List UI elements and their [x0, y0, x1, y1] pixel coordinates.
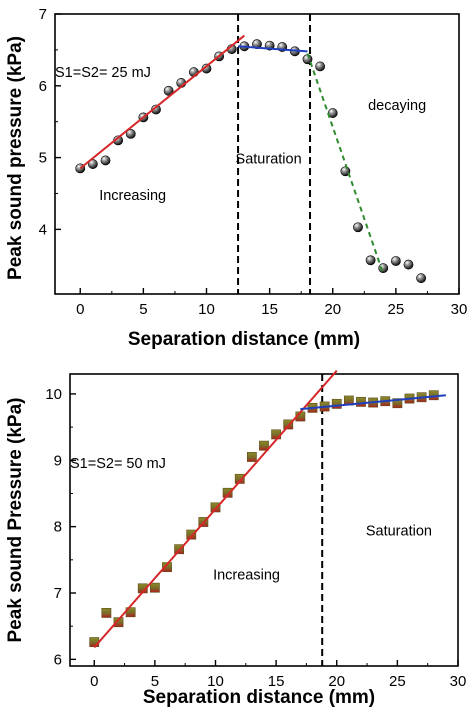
chart-bottom-fit-line [93, 370, 338, 649]
chart-top-xtick-label: 30 [451, 301, 468, 318]
chart-bottom-label: S1=S2= 50 mJ [70, 456, 166, 472]
chart-bottom-data-point [259, 440, 269, 451]
chart-bottom-ytick-label: 7 [54, 585, 62, 602]
chart-top-xtick-label: 5 [139, 301, 147, 318]
chart-bottom-data-point [101, 608, 112, 618]
chart-bottom-ytick-label: 8 [54, 519, 62, 536]
chart-top-label-text: S1=S2= 25 mJ [55, 65, 151, 81]
chart-bottom-saturation-label: Saturation [366, 523, 432, 539]
chart-top-label: S1=S2= 25 mJ [55, 65, 151, 81]
chart-top-ytick-label: 7 [39, 6, 47, 23]
chart-bottom-frame [69, 373, 459, 667]
chart-bottom-data-point [162, 562, 172, 573]
chart-top-data-point [163, 85, 174, 96]
chart-top-xtick-label: 25 [388, 301, 405, 318]
chart-bottom-data-point [210, 502, 221, 513]
chart-bottom-xlabel: Separation distance (mm) [143, 687, 375, 708]
chart-top-xtick-label: 20 [324, 301, 341, 318]
chart-top-data-point [353, 222, 363, 233]
chart-bottom-xtick-label: 15 [268, 673, 285, 690]
chart-bottom-xtick-label: 25 [389, 673, 406, 690]
chart-top-xtick-label: 10 [198, 301, 215, 318]
chart-top-data-point [100, 155, 111, 166]
chart-top-data-point [151, 104, 161, 115]
chart-bottom-xtick-label: 30 [450, 673, 467, 690]
chart-top-ylabel: Peak sound pressure (kPa) [5, 36, 26, 280]
chart-bottom-data-point [234, 473, 245, 484]
chart-top-data-point [315, 61, 326, 72]
chart-top-data-point [378, 263, 389, 274]
chart-bottom-ytick-label: 6 [54, 651, 62, 668]
chart-bottom-ytick-label: 10 [45, 386, 62, 403]
chart-bottom-data-point [89, 637, 100, 648]
chart-bottom-data-point [149, 582, 160, 593]
chart-bottom-data-point [331, 398, 342, 409]
chart-bottom-xtick-label: 10 [207, 673, 224, 690]
chart-bottom-xtick-label: 0 [90, 673, 98, 690]
chart-bottom-xtick-label: 20 [328, 673, 345, 690]
chart-top-increasing-label: Increasing [99, 188, 166, 204]
chart-bottom-data-point [246, 452, 257, 462]
chart-top-frame [54, 13, 460, 295]
chart-top-data-point [365, 255, 376, 266]
chart-top-data-point [403, 259, 414, 270]
chart-bottom-ytick-label: 9 [54, 452, 62, 469]
chart-bottom-data-point [283, 419, 294, 430]
chart-bottom: Peak sound Pressure (kPa) Separation dis… [5, 370, 467, 708]
chart-top-fit-line [306, 53, 385, 275]
chart-top-decaying-label: decaying [368, 98, 426, 114]
chart-bottom-data-point [392, 398, 403, 409]
chart-top-fit-line [79, 34, 246, 170]
chart-top-saturation-label: Saturation [236, 151, 302, 167]
chart-bottom-xtick-label: 5 [151, 673, 159, 690]
chart-top-xlabel: Separation distance (mm) [128, 329, 360, 350]
chart-top-ytick-label: 4 [39, 221, 47, 238]
chart-bottom-ylabel: Peak sound Pressure (kPa) [5, 398, 26, 643]
chart-top-xtick-label: 15 [261, 301, 278, 318]
chart-bottom-label-text: S1=S2= 50 mJ [70, 456, 166, 472]
chart-top-data-point [201, 63, 212, 74]
chart-top-xtick-label: 0 [76, 301, 84, 318]
chart-top-ytick-label: 6 [39, 78, 47, 95]
chart-top-data-point [252, 39, 262, 50]
chart-bottom-data-point [222, 487, 233, 498]
chart-top-fit-line [237, 45, 308, 53]
chart-top-data-point [416, 273, 427, 284]
chart-top: Peak sound pressure (kPa) Separation dis… [5, 6, 467, 350]
chart-top-data-point [125, 128, 136, 139]
chart-top-ytick-label: 5 [39, 150, 47, 167]
chart-bottom-increasing-label: Increasing [213, 568, 280, 584]
chart-bottom-fit-line [300, 394, 446, 411]
chart-bottom-data-point [186, 529, 197, 540]
chart-top-data-point [87, 159, 98, 169]
chart-bottom-data-point [113, 617, 124, 628]
chart-bottom-data-point [356, 396, 366, 407]
chart-top-data-point [390, 256, 401, 266]
